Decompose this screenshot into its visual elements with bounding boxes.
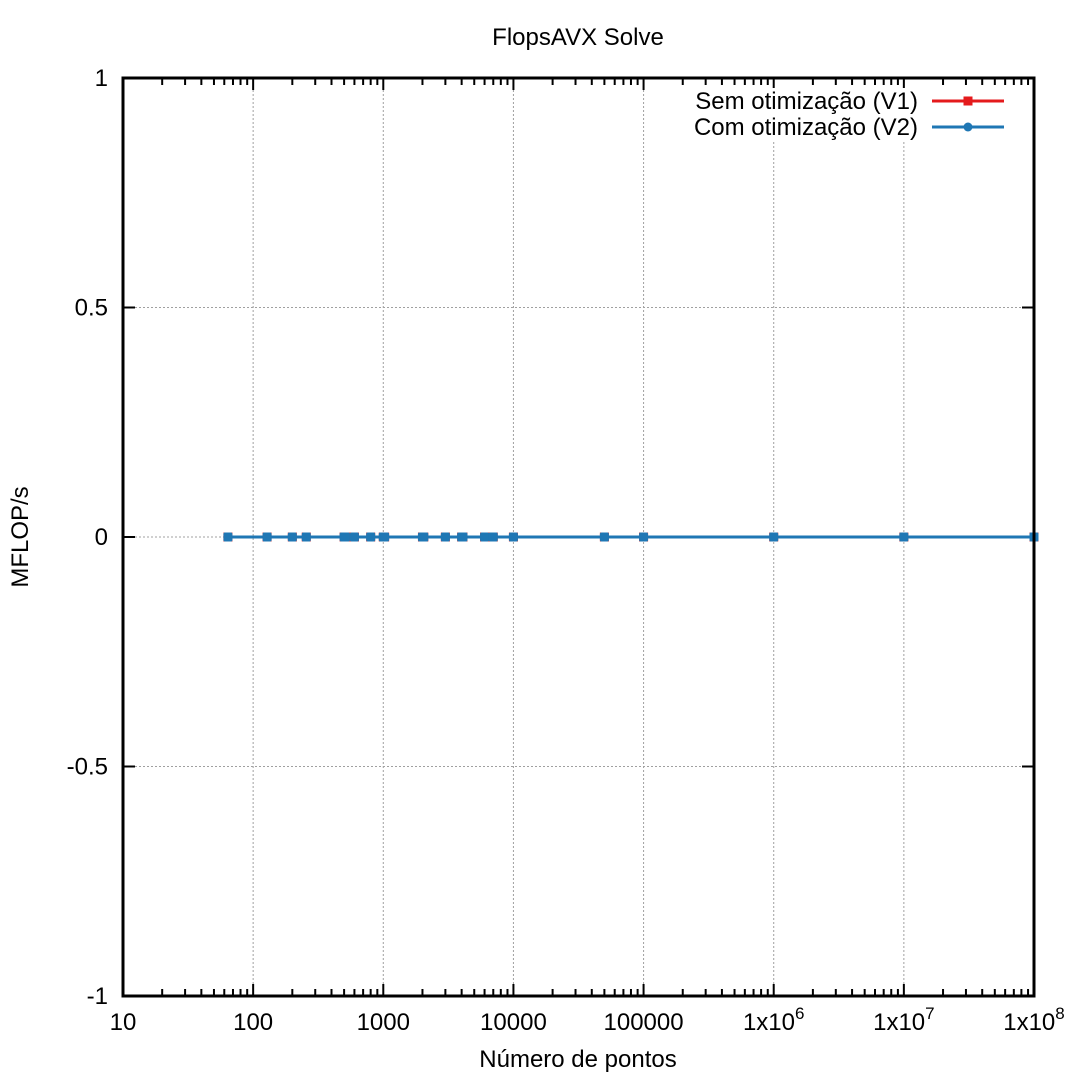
x-tick-label: 100: [233, 1009, 273, 1036]
y-tick-label: 1: [95, 65, 108, 92]
data-point: [599, 532, 609, 542]
plot-frame: [121, 76, 1036, 998]
y-tick-labels: 1 0.5 0 -0.5 -1: [67, 65, 108, 1010]
x-tick-label: 1x106: [743, 1004, 805, 1036]
data-point: [419, 532, 429, 542]
y-tick-label: 0.5: [75, 295, 108, 322]
data-point: [480, 532, 490, 542]
data-point: [440, 532, 450, 542]
x-tick-exponent: 6: [795, 1004, 804, 1023]
data-point: [508, 532, 518, 542]
series-2: [223, 532, 1039, 542]
legend-marker: [963, 96, 973, 106]
x-tick-label: 1x107: [873, 1004, 935, 1036]
x-tick-label: 10000: [480, 1009, 547, 1036]
chart-title: FlopsAVX Solve: [492, 24, 664, 51]
y-tick-label: -0.5: [67, 754, 108, 781]
legend: Sem otimização (V1)Com otimização (V2): [655, 88, 1027, 141]
y-axis-label: MFLOP/s: [7, 486, 34, 587]
data-point: [366, 532, 376, 542]
data-point: [769, 532, 779, 542]
data-point: [488, 532, 498, 542]
grid: [123, 78, 1034, 996]
data-point: [262, 532, 272, 542]
x-tick-exponent: 7: [925, 1004, 934, 1023]
data-point: [899, 532, 909, 542]
y-tick-label: -1: [87, 983, 108, 1010]
x-tick-labels: 10 100 1000 10000 100000 1x106 1x107 1x108: [110, 1004, 1065, 1036]
x-axis-label: Número de pontos: [479, 1046, 676, 1073]
data-point: [223, 532, 233, 542]
data-point: [349, 532, 359, 542]
x-tick-label: 10: [110, 1009, 137, 1036]
data-point: [458, 532, 468, 542]
legend-marker: [963, 122, 973, 132]
legend-label: Com otimização (V2): [694, 114, 918, 141]
x-tick-exponent: 8: [1055, 1004, 1064, 1023]
series-group: [223, 532, 1039, 542]
x-tick-label: 1x108: [1003, 1004, 1065, 1036]
legend-label: Sem otimização (V1): [695, 88, 918, 115]
data-point: [301, 532, 311, 542]
data-point: [340, 532, 350, 542]
x-tick-label: 100000: [604, 1009, 684, 1036]
y-tick-label: 0: [95, 524, 108, 551]
data-point: [639, 532, 649, 542]
data-point: [380, 532, 390, 542]
data-point: [287, 532, 297, 542]
x-tick-label: 1000: [357, 1009, 410, 1036]
